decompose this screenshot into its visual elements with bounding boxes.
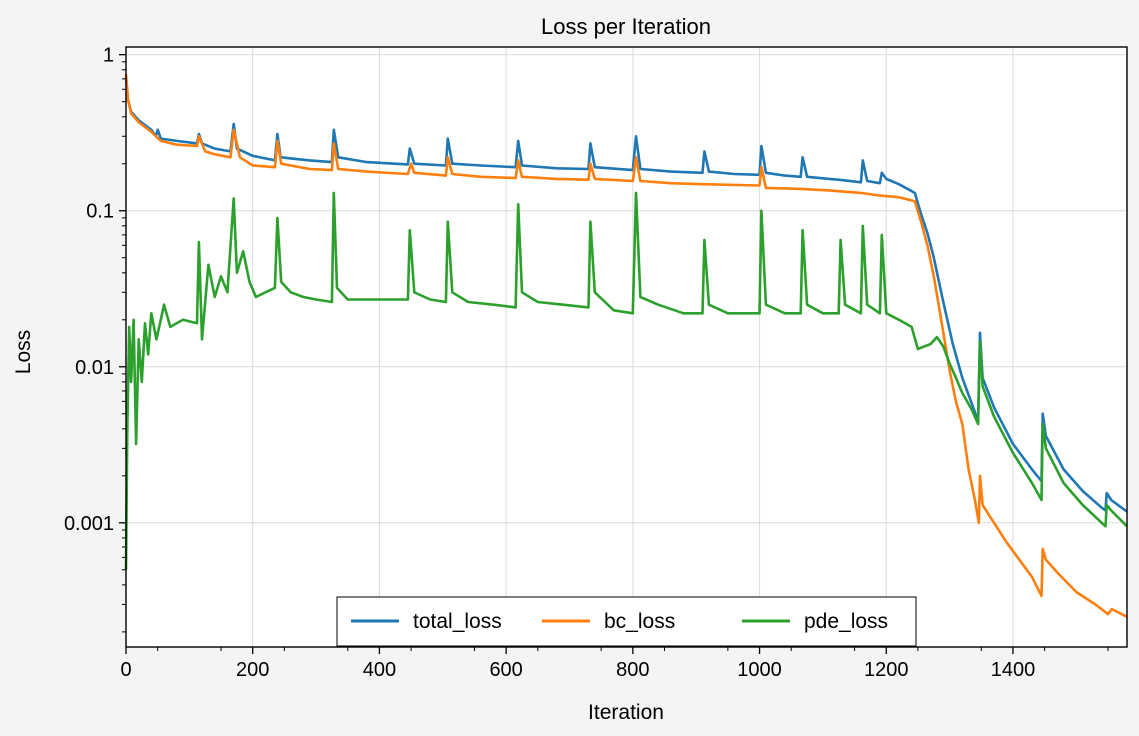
x-tick-label: 400 (363, 659, 396, 681)
legend-box (336, 596, 917, 647)
chart-title: Loss per Iteration (541, 14, 711, 39)
axis-ticks: 0 200 400 600 800 1000 1200 1400 1 0.1 0.01 0.001 (64, 45, 1109, 681)
grid-lines (125, 47, 1127, 647)
y-tick-label: 0.01 (75, 357, 114, 379)
x-tick-label: 1200 (864, 659, 909, 681)
y-tick-label: 0.001 (64, 513, 114, 535)
y-tick-label: 1 (103, 45, 114, 67)
x-tick-label: 200 (236, 659, 269, 681)
plot-frame (125, 46, 1128, 648)
y-axis-title: Loss (12, 330, 35, 374)
x-tick-label: 800 (616, 659, 649, 681)
series-lines (124, 74, 1128, 618)
x-axis-title: Iteration (588, 701, 664, 724)
legend: total_loss bc_loss pde_loss (336, 596, 917, 647)
x-tick-label: 1000 (737, 659, 782, 681)
legend-label-pde-loss: pde_loss (804, 610, 888, 633)
legend-label-total-loss: total_loss (413, 610, 502, 633)
legend-label-bc-loss: bc_loss (604, 610, 675, 633)
y-tick-label: 0.1 (86, 201, 114, 223)
x-tick-label: 0 (120, 659, 131, 681)
series-pde-loss-line (124, 191, 1128, 570)
x-tick-label: 1400 (991, 659, 1036, 681)
series-bc-loss-line (124, 74, 1128, 618)
x-tick-label: 600 (489, 659, 522, 681)
plot-area (126, 47, 1127, 647)
